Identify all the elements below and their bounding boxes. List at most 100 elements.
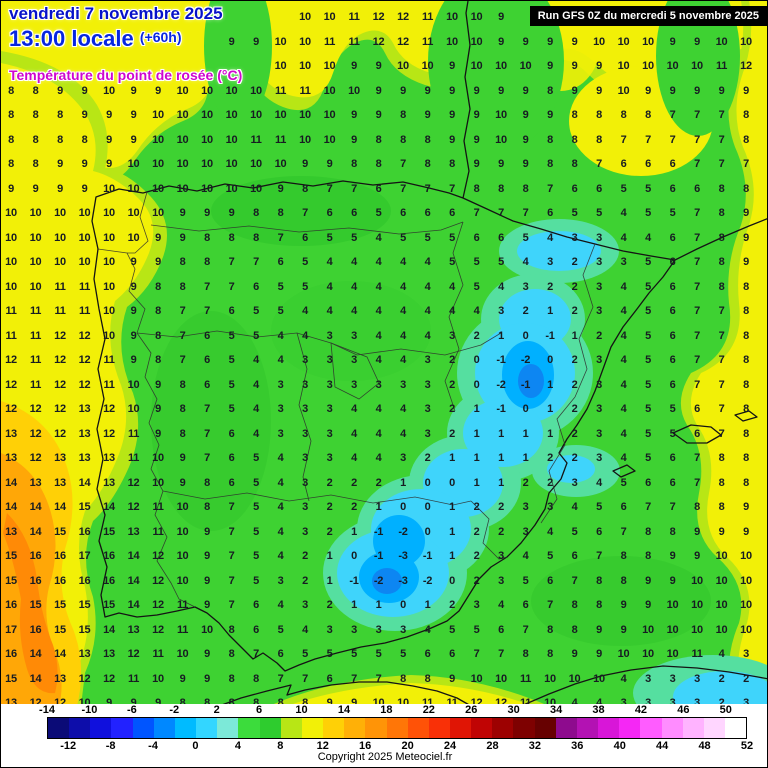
dewpoint-value: 8	[32, 158, 39, 170]
dewpoint-value: 7	[400, 158, 406, 170]
dewpoint-value: 11	[715, 60, 728, 72]
dewpoint-value: 11	[29, 329, 42, 342]
dewpoint-value: 9	[498, 84, 504, 97]
dewpoint-value: 0	[449, 574, 455, 587]
scale-cell	[323, 718, 345, 738]
dewpoint-value: 10	[152, 476, 164, 489]
dewpoint-value: 7	[375, 672, 382, 685]
dewpoint-value: 2	[473, 550, 480, 562]
dewpoint-value: 8	[400, 133, 406, 146]
dewpoint-value: 14	[103, 501, 115, 513]
dewpoint-value: 11	[5, 329, 17, 342]
dewpoint-value: 3	[596, 378, 602, 391]
dewpoint-value: 11	[127, 672, 140, 685]
dewpoint-value: 1	[449, 452, 455, 464]
dewpoint-value: 8	[179, 427, 186, 440]
dewpoint-value: 1	[326, 574, 333, 587]
dewpoint-value: 2	[449, 599, 455, 611]
scale-cell	[576, 718, 599, 738]
scale-tick-label: 28	[486, 740, 499, 752]
scale-tick-label: 42	[634, 704, 648, 716]
dewpoint-value: 7	[645, 133, 651, 146]
dewpoint-value: 12	[127, 501, 140, 513]
scale-tick-label: -2	[169, 704, 180, 716]
dewpoint-value: 8	[32, 133, 39, 146]
dewpoint-value: 11	[29, 378, 42, 391]
dewpoint-value: 9	[449, 60, 455, 72]
dewpoint-value: 5	[645, 182, 651, 195]
dewpoint-value: 3	[424, 378, 431, 391]
dewpoint-value: 10	[176, 501, 189, 513]
dewpoint-value: 4	[620, 305, 627, 317]
dewpoint-value: 7	[694, 158, 700, 170]
dewpoint-value: 3	[449, 329, 455, 342]
dewpoint-value: 8	[718, 501, 725, 513]
dewpoint-value: 12	[152, 574, 164, 587]
dewpoint-value: 5	[253, 501, 259, 513]
dewpoint-value: -3	[398, 550, 408, 562]
dewpoint-value: 8	[8, 133, 14, 146]
dewpoint-value: 10	[201, 84, 213, 97]
dewpoint-value: 5	[326, 231, 333, 244]
dewpoint-value: 9	[400, 84, 406, 97]
dewpoint-value: 2	[326, 501, 333, 513]
dewpoint-value: 10	[127, 378, 140, 391]
dewpoint-value: 12	[127, 648, 140, 660]
dewpoint-value: 2	[473, 525, 480, 538]
dewpoint-value: 6	[326, 207, 333, 219]
dewpoint-value: 7	[694, 256, 700, 268]
dewpoint-value: 6	[473, 231, 480, 244]
dewpoint-value: 5	[253, 525, 259, 538]
dewpoint-value: 10	[152, 452, 164, 464]
dewpoint-value: 7	[694, 452, 700, 464]
dewpoint-value: 3	[498, 574, 504, 587]
dewpoint-value: 4	[326, 256, 333, 268]
dewpoint-value: 11	[274, 84, 287, 97]
dewpoint-value: 9	[302, 158, 308, 170]
dewpoint-value: 4	[375, 305, 382, 317]
dewpoint-value: 8	[351, 158, 357, 170]
dewpoint-value: 7	[522, 623, 529, 636]
dewpoint-value: 9	[522, 133, 529, 146]
dewpoint-value: 16	[78, 525, 91, 538]
dewpoint-value: 5	[253, 574, 259, 587]
dewpoint-value: 5	[571, 207, 578, 219]
dewpoint-value: 10	[323, 11, 336, 23]
dewpoint-value: 14	[29, 525, 42, 538]
dewpoint-value: 10	[127, 231, 140, 244]
dewpoint-value: 10	[176, 525, 189, 538]
dewpoint-value: 2	[571, 305, 578, 317]
dewpoint-value: 4	[400, 280, 406, 293]
dewpoint-value: 12	[78, 329, 91, 342]
dewpoint-value: 10	[642, 60, 654, 72]
dewpoint-value: 4	[375, 231, 382, 244]
scale-cell	[428, 718, 450, 738]
dewpoint-value: -1	[545, 329, 555, 342]
dewpoint-value: 9	[424, 84, 431, 97]
dewpoint-value: 10	[103, 280, 115, 293]
dewpoint-value: 10	[176, 648, 189, 660]
dewpoint-grid: 10 10 11 12 12 11 10 10 9 9 9 10 10 11 11 12 12 11 10 10 9 9 9…	[1, 1, 767, 706]
dewpoint-value: 9	[522, 158, 529, 170]
dewpoint-value: 7	[204, 452, 210, 464]
dewpoint-value: 12	[29, 452, 42, 464]
dewpoint-value: 6	[669, 476, 676, 489]
dewpoint-value: 9	[449, 672, 455, 685]
dewpoint-value: 10	[519, 60, 532, 72]
dewpoint-value: 10	[495, 109, 507, 121]
scale-tick-label: 10	[295, 704, 308, 716]
dewpoint-value: 13	[29, 476, 42, 489]
dewpoint-value: 4	[351, 452, 357, 464]
dewpoint-value: 8	[547, 84, 553, 97]
dewpoint-value: 12	[103, 427, 115, 440]
dewpoint-value: 16	[103, 550, 115, 562]
dewpoint-value: 8	[718, 280, 725, 293]
dewpoint-value: 3	[424, 427, 431, 440]
scale-tick-label: 22	[422, 704, 435, 716]
map-area[interactable]: 10 10 11 12 12 11 10 10 9 9 9 10 10 11 11 12 12 11 10 10 9 9 9…	[1, 1, 767, 706]
dewpoint-value: 10	[127, 158, 140, 170]
dewpoint-value: 12	[103, 403, 115, 415]
dewpoint-value: 11	[78, 280, 91, 293]
dewpoint-value: 6	[669, 329, 676, 342]
dewpoint-value: 6	[669, 354, 676, 366]
